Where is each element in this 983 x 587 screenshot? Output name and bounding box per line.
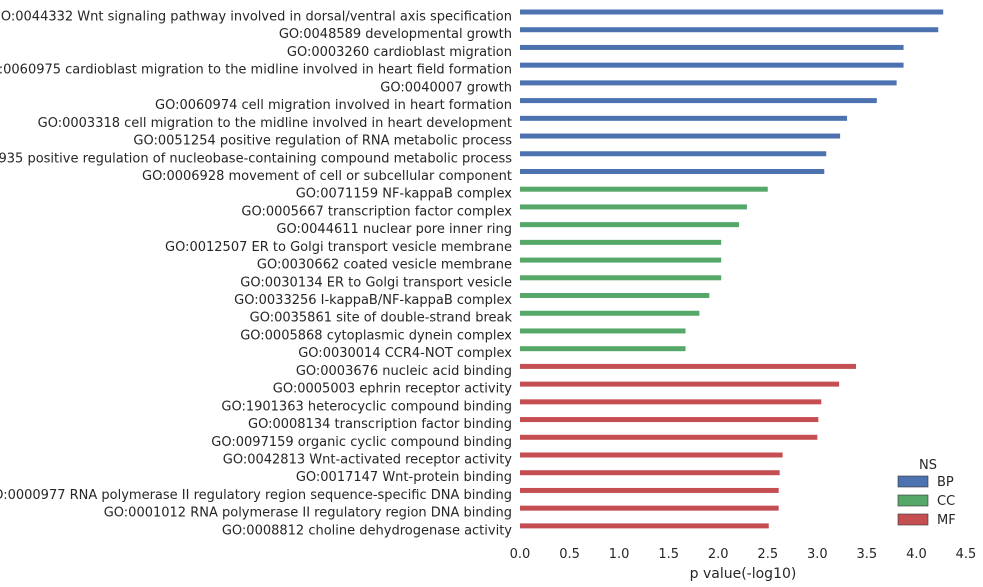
bar [520, 363, 856, 369]
category-label: GO:1901363 heterocyclic compound binding [221, 399, 512, 414]
bar [520, 80, 897, 86]
category-label: GO:0003676 nucleic acid binding [296, 364, 512, 379]
x-axis-ticks: 0.0 0.5 1.0 1.5 2.0 2.5 3.0 3.5 4.0 4.5 [510, 547, 977, 562]
category-label: GO:0005868 cytoplasmic dynein complex [240, 328, 512, 343]
legend-swatch [897, 513, 929, 526]
bar [520, 381, 840, 387]
bar [520, 417, 819, 423]
x-tick-label: 3.5 [857, 547, 878, 562]
category-label: GO:0030014 CCR4-NOT complex [298, 346, 512, 361]
bar [520, 168, 825, 174]
bar [520, 27, 939, 33]
bar [520, 44, 904, 50]
x-tick-label: 1.0 [609, 547, 630, 562]
legend-entries: BP CC MF [897, 475, 956, 528]
category-label: GO:0044611 nuclear pore inner ring [276, 222, 512, 237]
category-label: GO:0048589 developmental growth [279, 27, 512, 42]
x-tick-label: 4.5 [956, 547, 977, 562]
bar [520, 239, 722, 245]
category-label: GO:0008134 transcription factor binding [248, 417, 512, 432]
bar [520, 98, 877, 104]
bar [520, 133, 841, 139]
x-tick-label: 4.0 [906, 547, 927, 562]
category-label: GO:0000977 RNA polymerase II regulatory … [0, 488, 512, 503]
category-label: GO:0033256 I-kappaB/NF-kappaB complex [234, 293, 512, 308]
x-tick-label: 1.5 [658, 547, 679, 562]
category-label: GO:0005667 transcription factor complex [241, 204, 512, 219]
category-label: GO:0044332 Wnt signaling pathway involve… [0, 10, 512, 25]
bar [520, 328, 686, 334]
bar [520, 487, 779, 493]
bar [520, 505, 779, 511]
category-label: GO:0042813 Wnt-activated receptor activi… [223, 453, 513, 468]
bar [520, 310, 700, 316]
x-tick-label: 2.0 [708, 547, 729, 562]
bars-layer [520, 9, 944, 529]
category-label: GO:0003318 cell migration to the midline… [38, 116, 512, 131]
category-label: GO:0006928 movement of cell or subcellul… [142, 169, 512, 184]
x-tick-label: 2.5 [757, 547, 778, 562]
bar [520, 293, 710, 299]
bar [520, 9, 944, 15]
bar [520, 62, 904, 68]
category-label: GO:0051254 positive regulation of RNA me… [133, 134, 512, 149]
category-label: GO:0035861 site of double-strand break [250, 311, 513, 326]
category-label: GO:0012507 ER to Golgi transport vesicle… [165, 240, 512, 255]
category-label: GO:0040007 growth [380, 80, 512, 95]
category-label: GO:0060974 cell migration involved in he… [155, 98, 512, 113]
category-label: GO:0005003 ephrin receptor activity [273, 382, 513, 397]
x-tick-label: 0.0 [510, 547, 531, 562]
bar [520, 275, 722, 281]
x-axis-title: p value(-log10) [690, 566, 797, 582]
category-label: GO:0060975 cardioblast migration to the … [0, 63, 512, 78]
legend: NS BP CC MF [897, 458, 956, 528]
bar [520, 346, 686, 352]
category-label: GO:0017147 Wnt-protein binding [296, 470, 512, 485]
legend-title: NS [919, 458, 937, 473]
category-label: GO:0045935 positive regulation of nucleo… [0, 151, 512, 166]
legend-swatch [897, 475, 929, 488]
bar [520, 470, 780, 476]
category-label: GO:0030662 coated vesicle membrane [257, 258, 512, 273]
legend-label: MF [937, 513, 956, 528]
bar [520, 399, 822, 405]
category-label: GO:0097159 organic cyclic compound bindi… [211, 435, 512, 450]
x-tick-label: 3.0 [807, 547, 828, 562]
bar [520, 115, 848, 121]
category-label: GO:0001012 RNA polymerase II regulatory … [104, 506, 512, 521]
category-label: GO:0071159 NF-kappaB complex [296, 187, 513, 202]
legend-label: CC [937, 494, 955, 509]
category-label: GO:0008812 choline dehydrogenase activit… [222, 523, 512, 538]
category-label: GO:0030134 ER to Golgi transport vesicle [240, 275, 512, 290]
bar [520, 523, 769, 529]
category-label: GO:0003260 cardioblast migration [287, 45, 512, 60]
bar [520, 222, 740, 228]
bar [520, 151, 827, 157]
bar [520, 204, 747, 210]
x-tick-label: 0.5 [559, 547, 580, 562]
legend-swatch [897, 494, 929, 507]
category-labels: GO:0044332 Wnt signaling pathway involve… [0, 10, 512, 539]
bar [520, 434, 818, 440]
bar [520, 257, 722, 263]
bar [520, 452, 783, 458]
legend-label: BP [937, 475, 954, 490]
bar [520, 186, 768, 192]
